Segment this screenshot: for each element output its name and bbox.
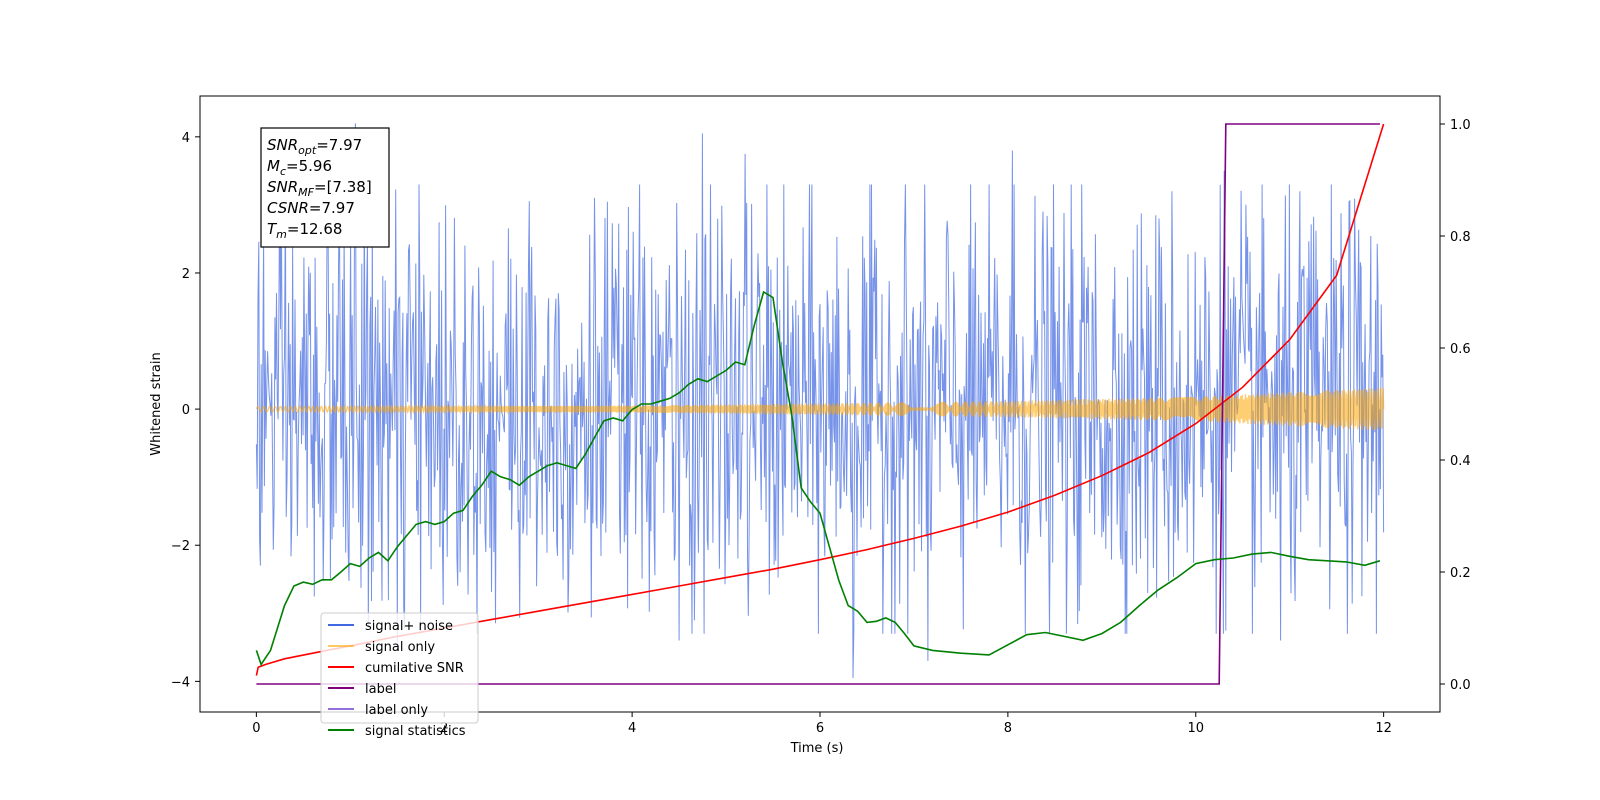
annotation-line: Tm=12.68: [267, 220, 342, 241]
y-axis-label: Whitened strain: [149, 352, 164, 455]
x-tick-label: 10: [1187, 721, 1204, 736]
y-tick-label: 2: [182, 267, 190, 282]
legend-frame: [320, 612, 479, 724]
x-tick-label: 2: [440, 721, 448, 736]
legend: signal+ noise signal only cumilative SNR la…: [320, 612, 479, 739]
legend-entry: signal only: [328, 640, 435, 655]
legend-label: cumilative SNR: [365, 661, 464, 676]
x-tick-label: 6: [816, 721, 824, 736]
y2-tick-label: 0.6: [1450, 342, 1471, 357]
legend-label: label only: [365, 703, 428, 718]
series-signal-noise-line: [255, 123, 1385, 679]
annotation-line: SNRopt=7.97: [267, 136, 362, 157]
legend-label: label: [365, 682, 396, 697]
y2-tick-label: 0.2: [1450, 566, 1471, 581]
x-axis-label: Time (s): [790, 741, 844, 756]
series-signal-only-line: [255, 387, 1385, 431]
y-tick-label: −2: [171, 539, 190, 554]
y2-tick-label: 0.8: [1450, 230, 1471, 245]
y-tick-label: 0: [182, 403, 190, 418]
legend-label: signal only: [365, 640, 435, 655]
y2-tick-label: 0.4: [1450, 454, 1471, 469]
series-signal-statistics-line: [255, 290, 1381, 667]
y-tick-label: −4: [171, 675, 190, 690]
axes-layer: 0 2 4 6 8 10 12 −4 −2 0 2 4 0.0 0.2 0.4 0.6 0.8 1.0: [171, 118, 1471, 736]
legend-entry: signal statistics: [328, 724, 466, 739]
y-tick-label: 4: [182, 131, 190, 146]
legend-entry: signal+ noise: [328, 619, 453, 634]
annotation-frame: [260, 127, 390, 248]
annotation-line: Mc=5.96: [267, 157, 332, 178]
annotation-line: SNRMF=[7.38]: [267, 178, 372, 199]
x-tick-label: 8: [1004, 721, 1012, 736]
y2-tick-label: 0.0: [1450, 678, 1471, 693]
x-tick-label: 12: [1375, 721, 1392, 736]
series-label-line: [256, 123, 1380, 685]
legend-entry: label only: [328, 703, 428, 718]
legend-label: signal statistics: [365, 724, 466, 739]
legend-label: signal+ noise: [365, 619, 453, 634]
x-tick-label: 0: [252, 721, 260, 736]
annotation-line: CSNR=7.97: [267, 199, 355, 217]
y2-tick-label: 1.0: [1450, 118, 1471, 133]
x-tick-label: 4: [628, 721, 636, 736]
legend-entry: label: [328, 682, 396, 697]
legend-entry: cumilative SNR: [328, 661, 464, 676]
